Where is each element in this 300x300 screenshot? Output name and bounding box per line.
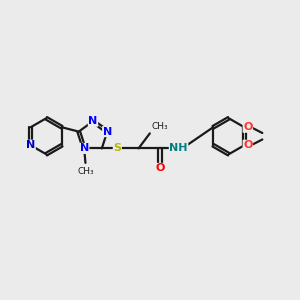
Text: O: O <box>243 140 253 150</box>
Text: N: N <box>80 143 89 153</box>
Text: N: N <box>103 127 112 136</box>
Text: CH₃: CH₃ <box>77 167 94 176</box>
Text: NH: NH <box>169 143 188 153</box>
Text: N: N <box>88 116 98 126</box>
Text: O: O <box>243 122 253 132</box>
Text: O: O <box>155 164 164 173</box>
Text: CH₃: CH₃ <box>152 122 168 131</box>
Text: S: S <box>113 143 121 153</box>
Text: N: N <box>26 140 35 150</box>
